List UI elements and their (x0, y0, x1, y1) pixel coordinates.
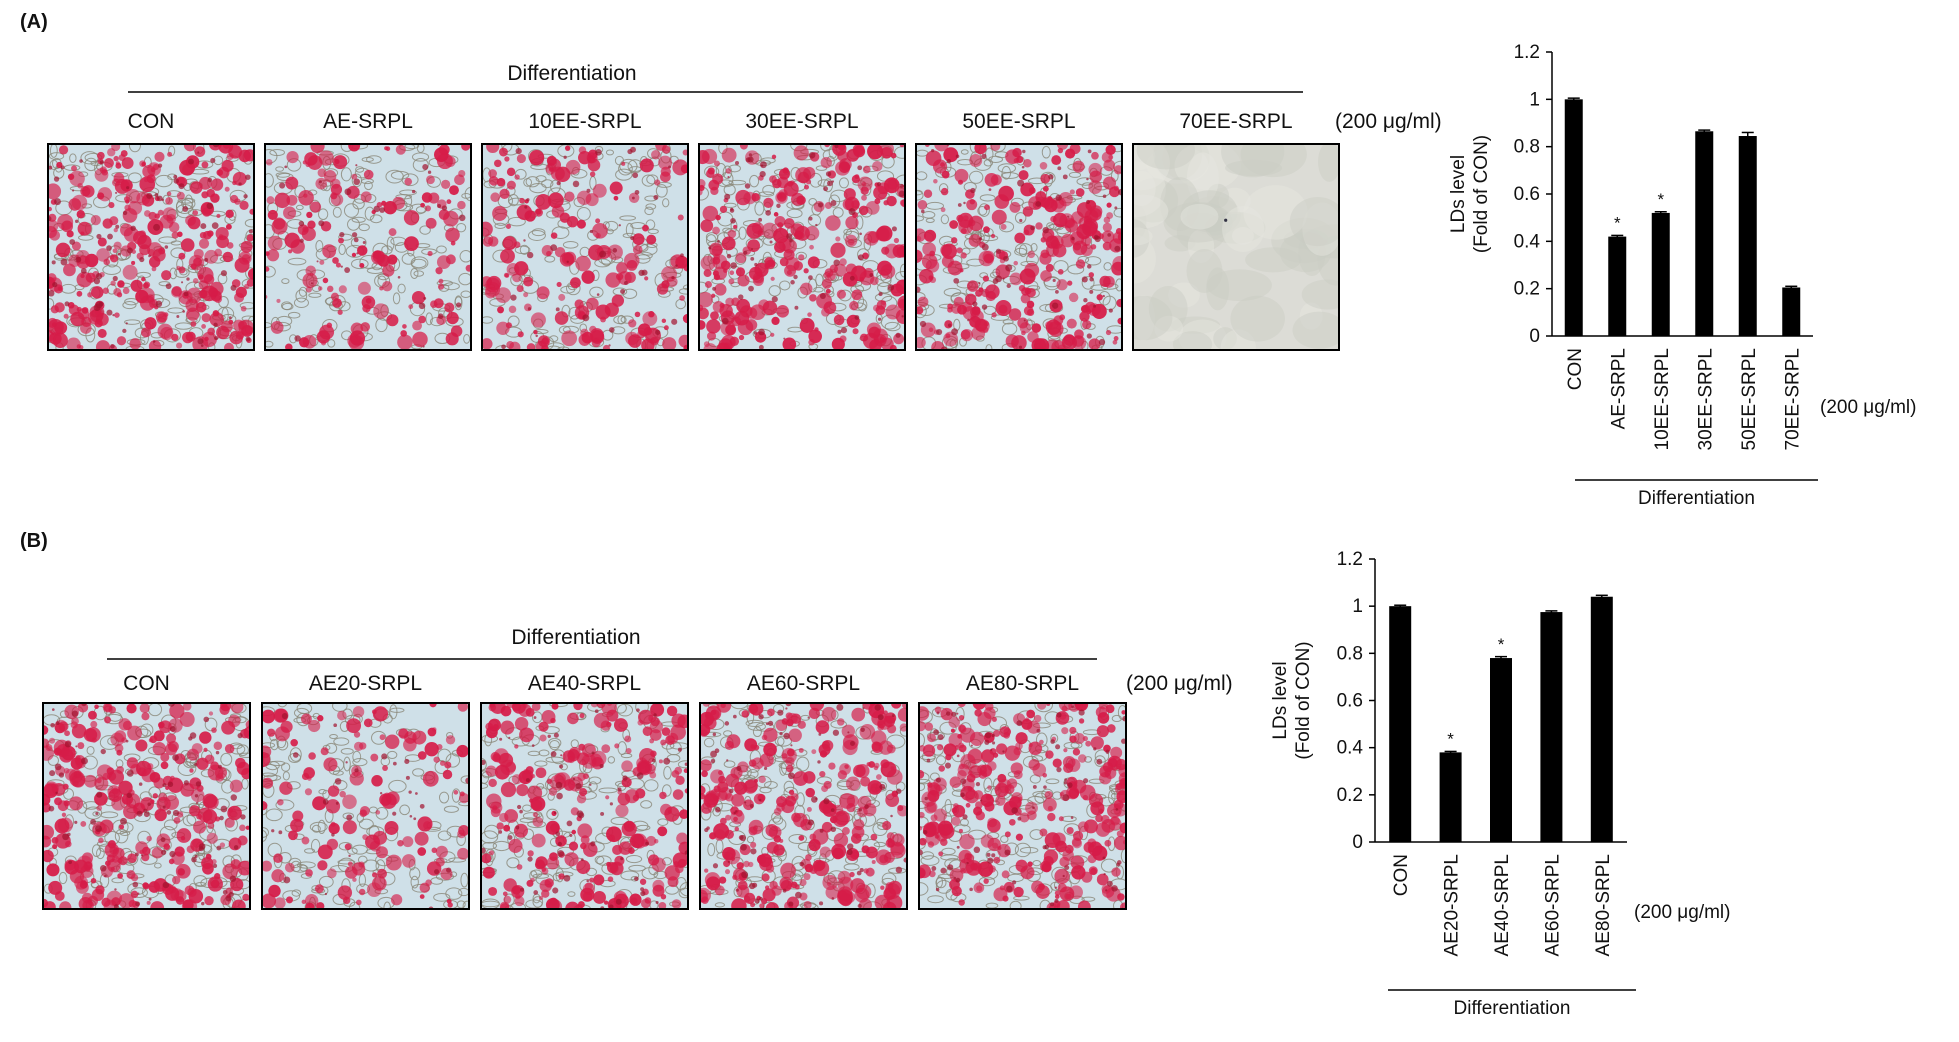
bar-70ee-srpl (1782, 287, 1801, 336)
significance-mark: * (1657, 190, 1664, 209)
bar-ae20-srpl (1439, 752, 1462, 842)
panel-a-micrograph-3 (481, 143, 689, 351)
panel-a-micrograph-1 (47, 143, 255, 351)
y-tick-label: 0.8 (1337, 643, 1363, 664)
y-tick-label: 0 (1352, 832, 1363, 853)
y-tick-label: 0.2 (1337, 785, 1363, 806)
panel-b-micrograph-1-frame (42, 702, 251, 910)
chart-a: 0 0.2 0.4 0.6 0.8 1 1.2 LDs level (Fold of CON) C… (1448, 42, 1916, 509)
panel-b-header: Differentiation (511, 626, 640, 649)
y-tick-label: 0 (1529, 326, 1540, 347)
x-tick-label: CON (1565, 348, 1586, 390)
y-axis-title-line-2: (Fold of CON) (1293, 641, 1314, 759)
panel-a-micrograph-5 (915, 143, 1123, 351)
bar-ae60-srpl (1540, 612, 1563, 842)
y-tick-label: 1.2 (1514, 42, 1540, 63)
y-tick-label: 0.8 (1514, 137, 1540, 158)
panel-b-image-label: CON (123, 672, 170, 695)
panel-b-micrograph-5 (918, 702, 1127, 910)
panel-b: (B) Differentiation CON AE20-SRPL AE40-SRP… (20, 530, 1233, 910)
panel-a-image-label: 50EE-SRPL (962, 110, 1075, 133)
y-axis-title-line-1: LDs level (1270, 661, 1291, 739)
x-tick-label: 70EE-SRPL (1782, 348, 1803, 450)
panel-a-micrograph-5-frame (915, 143, 1123, 351)
panel-a: (A) Differentiation CON AE-SRPL 10EE-SRPL 3… (20, 11, 1442, 351)
panel-a-image-label: CON (128, 110, 175, 133)
bar-ae40-srpl (1490, 658, 1512, 842)
chart-concentration-label: (200 μg/ml) (1634, 902, 1730, 923)
bar-ae-srpl (1608, 236, 1627, 336)
chart-b: 0 0.2 0.4 0.6 0.8 1 1.2 LDs level (Fold of CON) C… (1270, 549, 1730, 1019)
panel-b-micrograph-3-frame (480, 702, 689, 910)
x-tick-label: AE40-SRPL (1492, 854, 1513, 956)
panel-a-micrograph-1-frame (47, 143, 255, 351)
significance-mark: * (1498, 635, 1505, 654)
panel-b-micrograph-2-frame (261, 702, 470, 910)
x-tick-label: CON (1391, 854, 1412, 896)
panel-a-image-label: AE-SRPL (323, 110, 413, 133)
x-tick-label: AE-SRPL (1608, 348, 1629, 429)
panel-b-micrograph-3 (480, 702, 689, 910)
x-tick-label: AE20-SRPL (1442, 854, 1463, 956)
panel-b-image-label: AE20-SRPL (309, 672, 422, 695)
panel-b-micrograph-1 (42, 702, 251, 910)
y-tick-label: 1 (1529, 89, 1540, 110)
panel-a-micrograph-6-background (1133, 144, 1339, 350)
panel-b-micrograph-4-frame (699, 702, 908, 910)
bar-con (1389, 606, 1412, 842)
panel-a-micrograph-6 (1132, 143, 1340, 351)
panel-a-image-label: 10EE-SRPL (528, 110, 641, 133)
panel-a-micrograph-2 (264, 143, 472, 351)
x-tick-label: AE60-SRPL (1542, 854, 1563, 956)
y-tick-label: 0.2 (1514, 279, 1540, 300)
x-tick-label: AE80-SRPL (1593, 854, 1614, 956)
panel-b-image-label: AE60-SRPL (747, 672, 860, 695)
panel-a-header: Differentiation (507, 62, 636, 85)
bar-ae80-srpl (1590, 596, 1613, 842)
bar-con (1564, 99, 1583, 336)
y-axis-title-line-1: LDs level (1448, 155, 1469, 233)
significance-mark: * (1447, 729, 1454, 748)
panel-a-concentration: (200 μg/ml) (1335, 110, 1442, 133)
panel-b-micrograph-5-frame (918, 702, 1127, 910)
x-tick-label: 50EE-SRPL (1739, 348, 1760, 450)
panel-b-label: (B) (20, 530, 48, 552)
x-axis-title: Differentiation (1454, 998, 1571, 1019)
chart-concentration-label: (200 μg/ml) (1820, 397, 1916, 418)
panel-b-image-label: AE80-SRPL (966, 672, 1079, 695)
y-tick-label: 0.6 (1337, 691, 1363, 712)
bar-30ee-srpl (1695, 131, 1714, 336)
panel-a-micrograph-3-frame (481, 143, 689, 351)
y-axis-title-line-2: (Fold of CON) (1471, 135, 1492, 253)
x-tick-label: 10EE-SRPL (1652, 348, 1673, 450)
y-tick-label: 0.6 (1514, 184, 1540, 205)
y-tick-label: 1 (1352, 596, 1363, 617)
panel-b-micrograph-2 (261, 702, 470, 910)
x-axis-title: Differentiation (1638, 488, 1755, 509)
panel-b-concentration: (200 μg/ml) (1126, 672, 1233, 695)
panel-a-image-label: 30EE-SRPL (745, 110, 858, 133)
significance-mark: * (1614, 214, 1621, 233)
panel-a-label: (A) (20, 11, 48, 33)
panel-b-micrograph-4 (699, 702, 908, 910)
panel-a-micrograph-4 (698, 143, 906, 351)
panel-b-image-label: AE40-SRPL (528, 672, 641, 695)
bar-50ee-srpl (1738, 136, 1757, 336)
panel-a-micrograph-6-frame (1132, 143, 1340, 351)
y-tick-label: 0.4 (1514, 231, 1541, 252)
panel-a-micrograph-2-frame (264, 143, 472, 351)
bar-10ee-srpl (1651, 212, 1670, 336)
y-tick-label: 0.4 (1337, 738, 1364, 759)
x-tick-label: 30EE-SRPL (1695, 348, 1716, 450)
y-tick-label: 1.2 (1337, 549, 1363, 570)
panel-a-image-label: 70EE-SRPL (1179, 110, 1292, 133)
panel-a-micrograph-4-frame (698, 143, 906, 351)
